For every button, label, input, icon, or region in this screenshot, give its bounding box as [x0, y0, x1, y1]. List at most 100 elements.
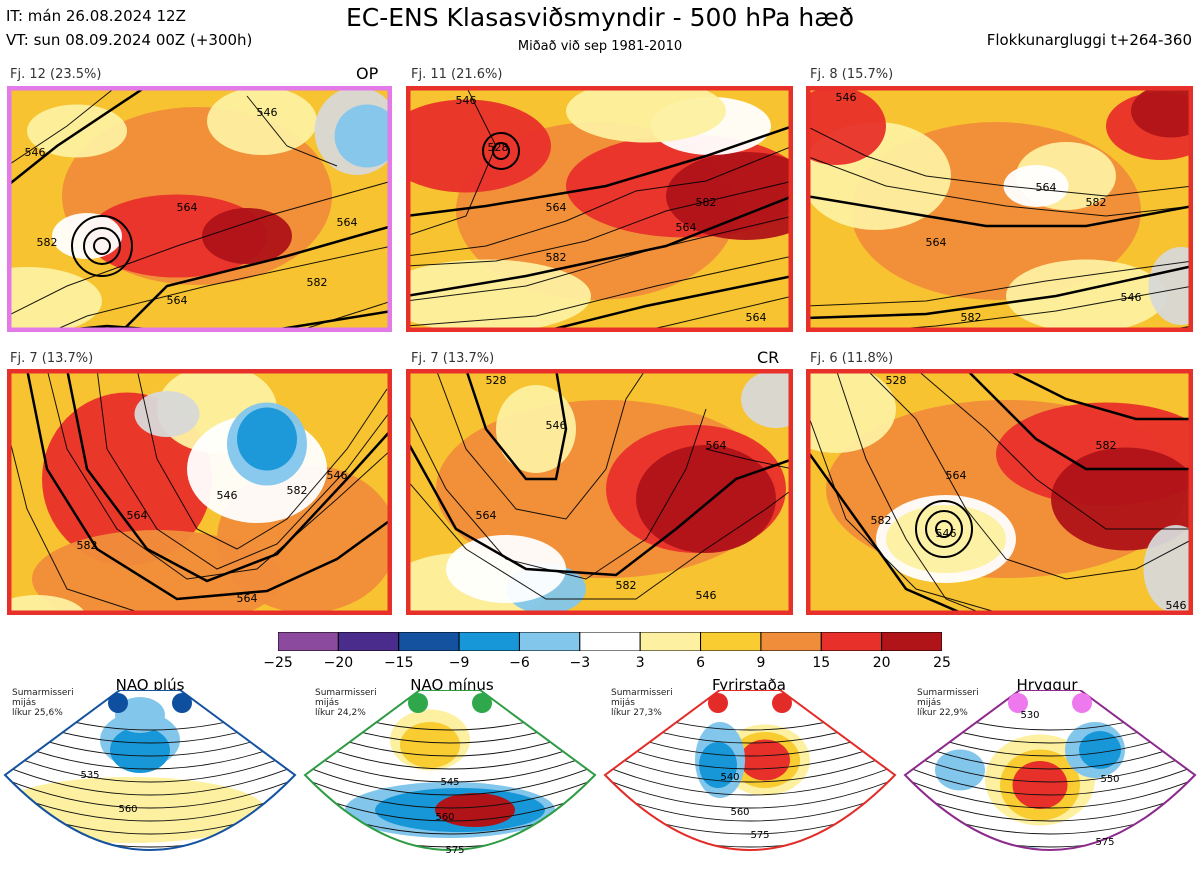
cluster-map-6: 528 546 564 582 582 546 [806, 369, 1193, 615]
regime-contour-label: 575 [445, 845, 464, 856]
anomaly-area [202, 208, 292, 264]
height-contour-major [406, 194, 793, 298]
height-contour [835, 369, 987, 615]
low-center-contour [492, 142, 510, 160]
contour-label: 546 [546, 419, 567, 432]
regime-marker-dot [472, 693, 492, 713]
height-contour [806, 260, 1193, 307]
anomaly-area [32, 530, 282, 615]
anomaly-area [237, 407, 297, 471]
regime-marker-dot [772, 693, 792, 713]
contour-label: 546 [456, 94, 477, 107]
anomaly-area [7, 267, 102, 332]
regime-info: Sumarmisseri mijás líkur 22,9% [917, 688, 979, 718]
height-contour [634, 295, 793, 332]
contour-label: 528 [486, 374, 507, 387]
contour-label: 582 [961, 311, 982, 324]
regime-contour-label: 560 [435, 812, 454, 823]
regime-map-nao-minus: 545 560 575 [303, 690, 597, 856]
regime-contour [905, 759, 1195, 796]
contour-label: 564 [476, 509, 497, 522]
contour-label: 546 [696, 589, 717, 602]
colorbar-swatch [458, 632, 520, 651]
colorbar-tick: −15 [383, 655, 414, 671]
regime-map-content [5, 690, 295, 850]
height-contour [435, 369, 647, 520]
panel-border [406, 86, 793, 332]
colorbar-tick: 25 [933, 655, 951, 671]
colorbar-tick: 20 [872, 655, 891, 671]
anomaly-area [1006, 259, 1166, 332]
colorbar-swatch [760, 632, 822, 651]
regime-contour-label: 535 [80, 770, 99, 781]
colorbar-swatch [398, 632, 460, 651]
anomaly-area [1003, 165, 1069, 207]
height-contour [7, 86, 118, 167]
height-contour [406, 478, 793, 600]
contour-label: 564 [926, 236, 947, 249]
contour-label: 546 [257, 106, 278, 119]
panel-border [806, 369, 1193, 615]
height-contour-major [65, 369, 392, 583]
contour-label: 546 [25, 146, 46, 159]
contour-label: 582 [37, 236, 58, 249]
low-center-contour [482, 132, 520, 170]
height-contour [406, 408, 707, 580]
regime-contour [605, 759, 895, 796]
contour-label: 582 [871, 514, 892, 527]
colorbar-swatch [639, 632, 702, 651]
regime-contour [5, 746, 295, 783]
anomaly-area [1148, 247, 1193, 325]
cluster-map-8: 546 564 564 582 582 546 [806, 86, 1193, 332]
panel-label: Fj. 7 (13.7%) [411, 351, 495, 366]
panel-border [806, 86, 1193, 332]
regime-contour [305, 759, 595, 796]
anomaly-area [446, 535, 566, 603]
contour-label: 582 [307, 276, 328, 289]
height-contour [406, 86, 497, 237]
regime-info: Sumarmisseri mijás líkur 27,3% [611, 688, 673, 718]
height-contour [806, 155, 1193, 217]
height-contour [406, 215, 793, 302]
chart-subtitle: Miðað við sep 1981-2010 [517, 39, 683, 54]
panel-label: Fj. 6 (11.8%) [810, 351, 894, 366]
regime-map-nao-plus: 535 560 [3, 690, 297, 851]
contour-label: 564 [676, 221, 697, 234]
low-center-contour [925, 510, 963, 548]
panel-label: Fj. 12 (23.5%) [10, 67, 102, 82]
low-center-contour [915, 500, 973, 558]
panel-label: Fj. 8 (15.7%) [810, 67, 894, 82]
regime-anomaly [1012, 761, 1068, 809]
height-contour [865, 369, 1193, 580]
height-contour [406, 255, 793, 327]
valid-time: VT: sun 08.09.2024 00Z (+300h) [6, 31, 253, 49]
regime-contour-label: 575 [750, 830, 769, 841]
anomaly-area [1143, 525, 1193, 613]
colorbar-swatch [700, 632, 762, 651]
colorbar-tick: −9 [448, 655, 470, 671]
height-contour-major [965, 369, 1193, 471]
height-contour [136, 369, 388, 550]
regime-contour-label: 560 [730, 807, 749, 818]
height-contour-major [406, 438, 793, 577]
contour-label: 564 [746, 311, 767, 324]
colorbar-swatch [579, 632, 641, 651]
regime-map-ridge: 530 550 575 [903, 690, 1197, 851]
cluster-map-12: 546 564 564 564 582 582 546 [7, 86, 392, 332]
regime-anomaly [110, 727, 170, 773]
chart-title: EC-ENS Klasasviðsmyndir - 500 hPa hæð [345, 3, 855, 32]
height-contour-major [119, 224, 392, 332]
contour-label: 582 [546, 251, 567, 264]
anomaly-area [566, 86, 726, 143]
panel-border [7, 86, 392, 332]
colorbar-swatch [337, 632, 400, 651]
anomaly-area [27, 104, 127, 158]
anomaly-colorbar [278, 632, 942, 651]
height-contour [806, 125, 1193, 197]
init-time: IT: mán 26.08.2024 12Z [6, 7, 186, 25]
height-contour-major [806, 448, 967, 615]
regime-marker-dot [1072, 693, 1092, 713]
contour-label: 564 [177, 201, 198, 214]
classification-window: Flokkunargluggi t+264-360 [986, 31, 1192, 49]
regime-contour-label: 560 [118, 804, 137, 815]
